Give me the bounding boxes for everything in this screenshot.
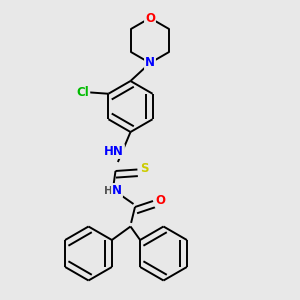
Text: H: H bbox=[103, 185, 112, 196]
Text: S: S bbox=[140, 162, 149, 176]
Text: N: N bbox=[112, 184, 122, 197]
Text: O: O bbox=[155, 194, 166, 207]
Text: Cl: Cl bbox=[76, 86, 89, 99]
Text: N: N bbox=[145, 56, 155, 70]
Text: O: O bbox=[145, 11, 155, 25]
Text: HN: HN bbox=[104, 145, 124, 158]
